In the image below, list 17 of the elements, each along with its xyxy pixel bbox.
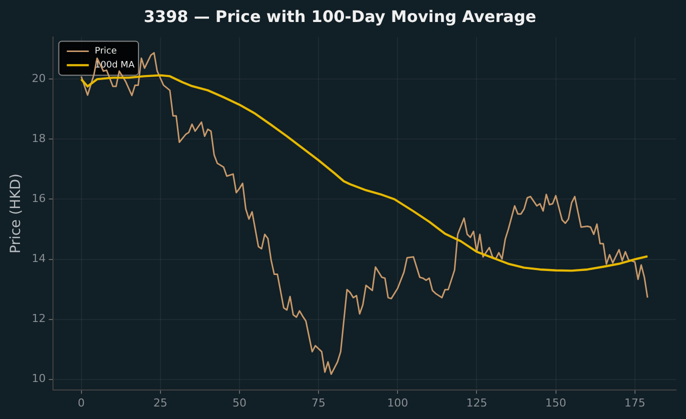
x-tick-label: 75 <box>312 396 326 410</box>
y-tick-label: 18 <box>32 132 46 146</box>
x-tick-label: 125 <box>466 396 488 410</box>
x-tick-label: 50 <box>232 396 246 410</box>
x-tick-label: 0 <box>78 396 85 410</box>
x-tick-label: 25 <box>153 396 168 410</box>
x-tick-label: 175 <box>624 396 646 410</box>
y-axis-title: Price (HKD) <box>8 173 24 254</box>
y-tick-label: 16 <box>32 192 46 206</box>
x-tick-label: 100 <box>387 396 408 410</box>
y-tick-label: 14 <box>32 252 46 266</box>
y-tick-label: 20 <box>32 72 46 86</box>
y-tick-label: 12 <box>32 312 46 326</box>
chart-title: 3398 — Price with 100-Day Moving Average <box>144 6 536 26</box>
legend-label: Price <box>94 46 118 57</box>
y-tick-label: 10 <box>32 372 46 386</box>
x-tick-label: 150 <box>545 396 566 410</box>
